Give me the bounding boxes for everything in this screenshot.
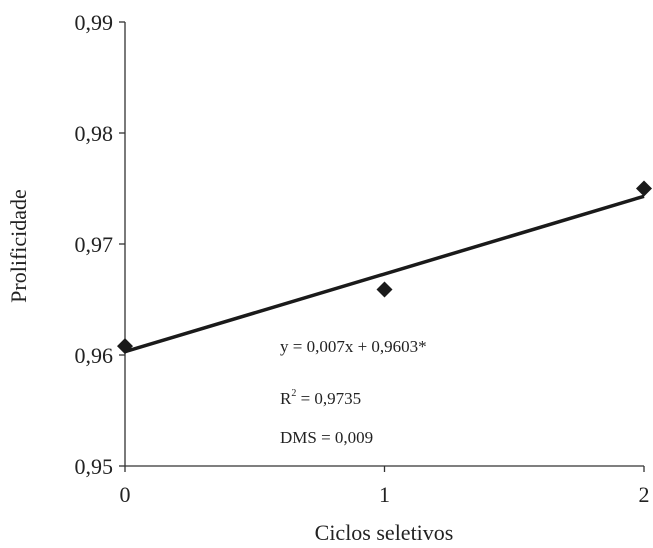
trendline [124,194,645,354]
data-point-diamond [636,180,652,197]
r-squared-sup: 2 [291,388,296,399]
y-axis-ticks: 0,95 0,96 0,97 0,98 0,99 [75,10,125,479]
y-tick-label: 0,99 [75,10,114,35]
x-tick-label: 2 [639,482,650,507]
y-axis-title: Prolificidade [6,189,31,303]
data-points [117,180,652,355]
trendline-group [124,194,645,354]
x-tick-label: 0 [120,482,131,507]
data-point-diamond [117,338,133,355]
x-tick-label: 1 [379,482,390,507]
x-axis-title: Ciclos seletivos [315,520,454,545]
y-tick-label: 0,96 [75,343,114,368]
x-axis-ticks: 0 1 2 [120,466,650,507]
y-tick-label: 0,98 [75,121,114,146]
r-squared-prefix: R [280,389,292,408]
dms-label: DMS = 0,009 [280,428,373,447]
y-tick-label: 0,95 [75,454,114,479]
r-squared: R2 = 0,9735 [280,388,361,408]
data-point-diamond [376,281,393,298]
axes [124,22,644,467]
y-tick-label: 0,97 [75,232,114,257]
regression-equation: y = 0,007x + 0,9603* [280,337,427,356]
r-squared-value: = 0,9735 [296,389,361,408]
